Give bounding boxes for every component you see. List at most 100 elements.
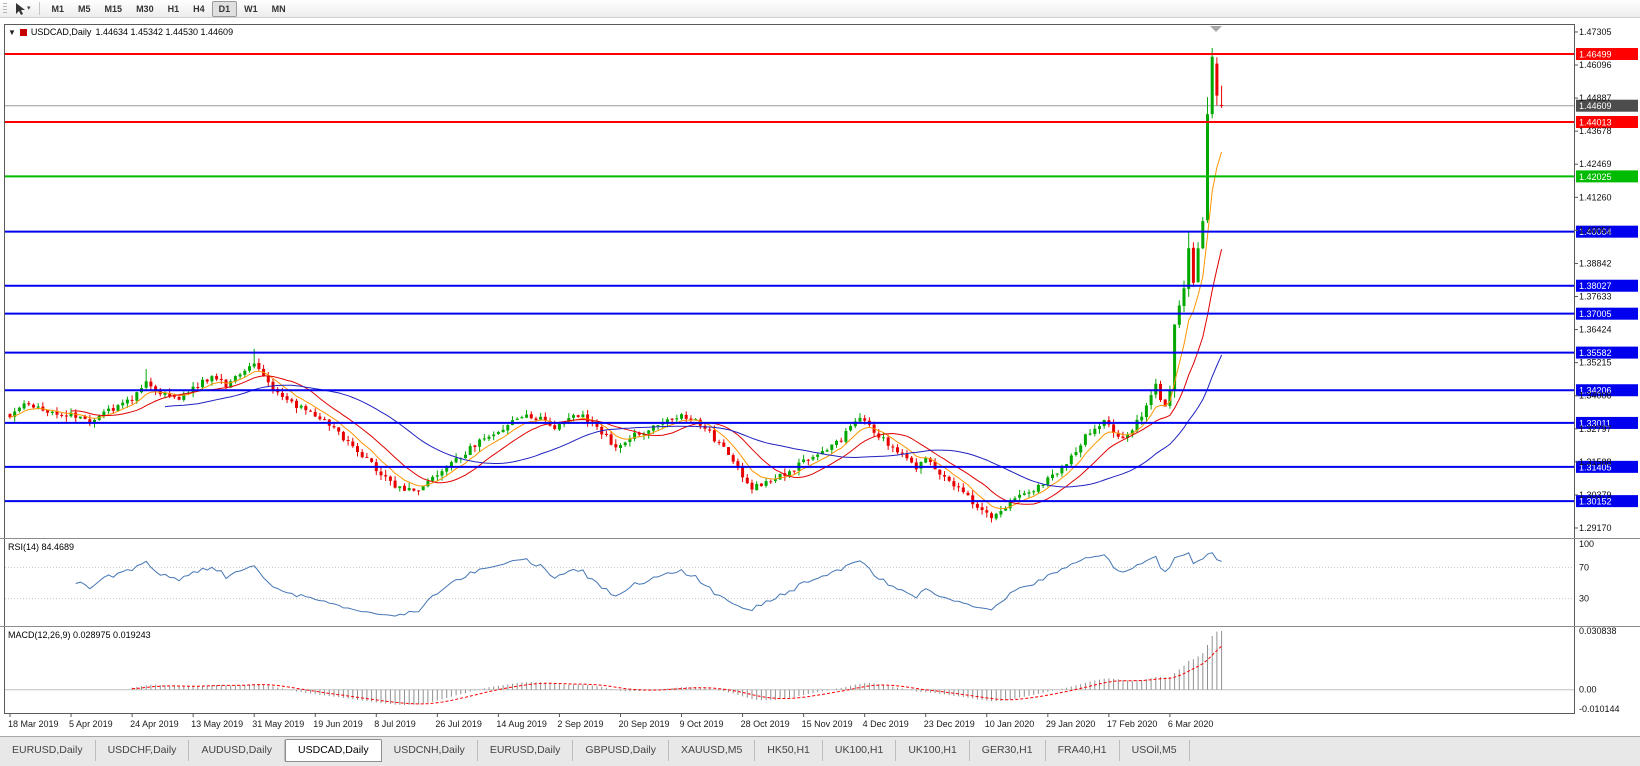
candle-body (266, 375, 270, 383)
candle-body (22, 403, 26, 409)
candle-body (919, 462, 923, 469)
candle-body (990, 513, 993, 519)
candle-body (952, 481, 956, 487)
chart-tab-5-eurusd-daily[interactable]: EURUSD,Daily (477, 740, 574, 761)
candle-body (1149, 395, 1153, 405)
candle-body (985, 510, 989, 513)
chart-tab-12-fra40-h1[interactable]: FRA40,H1 (1045, 740, 1120, 761)
candle-body (844, 431, 848, 442)
candle-body (393, 480, 397, 488)
date-axis[interactable]: 18 Mar 2019 5 Apr 2019 24 Apr 2019 13 May 2… (8, 713, 1213, 730)
candle-body (32, 404, 35, 408)
hline-1.31405-price-box[interactable] (1576, 460, 1638, 473)
chart-shift-marker[interactable] (1210, 26, 1222, 32)
price-tick-label: 1.37633 (1579, 292, 1612, 302)
candle-body (299, 405, 303, 408)
candle-body (88, 419, 92, 424)
candle-body (501, 429, 505, 433)
ma-fast-red-line (71, 248, 1223, 505)
chart-tab-1-usdchf-daily[interactable]: USDCHF,Daily (95, 740, 190, 761)
candle-body (727, 447, 730, 455)
candle-body (914, 462, 918, 470)
date-label: 14 Aug 2019 (496, 719, 547, 729)
candle-body (1093, 428, 1097, 434)
cursor-tool-button[interactable]: ▾ (11, 1, 34, 17)
hline-1.40004-price-box[interactable] (1576, 225, 1638, 238)
hline-1.31405-price-text: 1.31405 (1579, 462, 1612, 472)
chart-tab-6-gbpusd-daily[interactable]: GBPUSD,Daily (573, 740, 670, 761)
candle-body (971, 495, 975, 505)
chart-tab-bar: EURUSD,Daily USDCHF,Daily AUDUSD,Daily USDC… (0, 736, 1640, 766)
candle-body (46, 409, 50, 413)
candle-body (417, 490, 421, 492)
candle-body (205, 379, 209, 382)
timeframe-button-d1[interactable]: D1 (211, 0, 238, 17)
candle-body (858, 417, 862, 422)
candle-body (1215, 63, 1219, 96)
timeframe-button-m1[interactable]: M1 (51, 3, 65, 14)
hline-1.37005-price-box[interactable] (1576, 307, 1638, 320)
timeframe-button-mn[interactable]: MN (271, 3, 286, 14)
horizontal-levels: 1.46499 1.44013 1.42025 1.40004 1.38027 1.370… (5, 48, 1638, 508)
timeframe-button-m30[interactable]: M30 (136, 3, 154, 14)
candle-body (966, 492, 970, 496)
candle-body (731, 455, 735, 462)
candle-body (154, 386, 158, 391)
hline-1.34206-price-box[interactable] (1576, 384, 1638, 397)
price-tick-label: 1.40051 (1579, 225, 1612, 235)
candle-body (928, 458, 932, 462)
candle-body (435, 475, 439, 477)
chart-tab-9-uk100-h1[interactable]: UK100,H1 (822, 740, 897, 761)
candle-body (172, 396, 176, 398)
timeframe-button-m5[interactable]: M5 (78, 3, 91, 14)
price-tick-label: 1.44887 (1579, 93, 1612, 103)
chart-tab-3-usdcad-daily[interactable]: USDCAD,Daily (285, 739, 382, 762)
candle-body (816, 454, 820, 457)
candle-body (604, 433, 608, 435)
timeframe-button-h1[interactable]: H1 (167, 3, 180, 14)
chart-canvas[interactable]: 1.46499 1.44013 1.42025 1.40004 1.38027 1.370… (0, 18, 1640, 736)
candle-body (163, 392, 167, 395)
chart-tab-0-eurusd-daily[interactable]: EURUSD,Daily (0, 740, 96, 761)
chart-tab-7-xauusd-m5[interactable]: XAUUSD,M5 (669, 740, 756, 761)
candle-body (125, 399, 129, 404)
chart-tab-8-hk50-h1[interactable]: HK50,H1 (755, 740, 823, 761)
toolbar-gripper[interactable] (3, 2, 7, 15)
candle-body (219, 378, 223, 380)
price-axis[interactable]: 1.47305 1.46096 1.44887 1.43678 1.42469 1.412… (1575, 27, 1612, 533)
hline-1.44013-price-box[interactable] (1576, 116, 1638, 129)
macd-signal-line (132, 645, 1222, 705)
chart-tab-11-ger30-h1[interactable]: GER30,H1 (969, 740, 1046, 761)
hline-1.38027-price-box[interactable] (1576, 279, 1638, 292)
chart-tab-4-usdcnh-daily[interactable]: USDCNH,Daily (381, 740, 478, 761)
timeframe-button-m15[interactable]: M15 (104, 3, 123, 14)
hline-1.42025-price-box[interactable] (1576, 170, 1638, 183)
chart-tab-13-usoil-m5[interactable]: USOil,M5 (1119, 740, 1190, 761)
candle-body (280, 392, 284, 397)
candle-body (83, 416, 87, 419)
candle-body (886, 437, 890, 446)
timeframe-button-w1[interactable]: W1 (244, 3, 258, 14)
candle-body (64, 415, 68, 417)
candle-body (1116, 432, 1120, 437)
candle-body (1013, 498, 1017, 502)
hline-1.35582-price-box[interactable] (1576, 346, 1638, 359)
date-label: 23 Dec 2019 (924, 719, 975, 729)
chart-tab-10-uk100-h1[interactable]: UK100,H1 (896, 740, 970, 761)
candle-body (708, 429, 712, 431)
hline-1.30152-price-text: 1.30152 (1579, 497, 1612, 507)
hline-1.46499-price-box[interactable] (1576, 48, 1638, 61)
candle-body (741, 467, 745, 478)
timeframe-button-h4[interactable]: H4 (193, 3, 205, 14)
rsi-axis-label: 30 (1579, 594, 1589, 604)
chart-tab-2-audusd-daily[interactable]: AUDUSD,Daily (189, 740, 286, 761)
candle-body (515, 418, 519, 420)
current-price-price-box[interactable] (1576, 99, 1638, 112)
candle-body (628, 438, 632, 442)
hline-1.33011-price-box[interactable] (1576, 416, 1638, 429)
hline-1.30152-price-box[interactable] (1576, 495, 1638, 508)
candle-body (1098, 426, 1101, 429)
current-price-price-text: 1.44609 (1579, 101, 1612, 111)
candle-body (1191, 247, 1195, 283)
